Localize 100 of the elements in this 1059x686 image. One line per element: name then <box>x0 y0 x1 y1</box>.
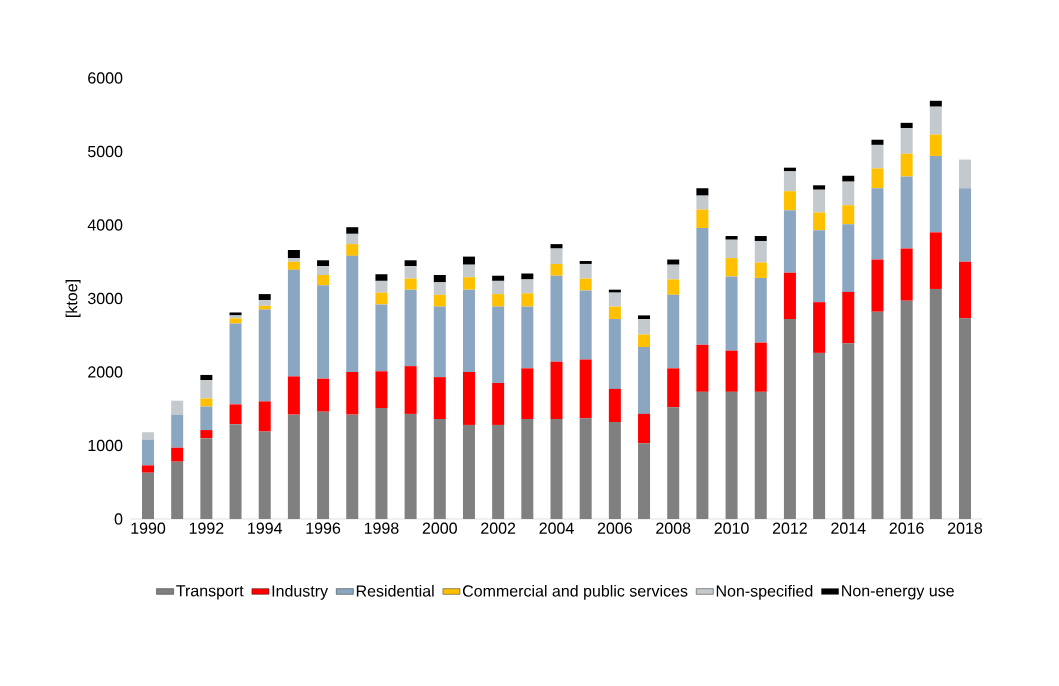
bar <box>900 122 913 128</box>
bar <box>929 155 942 233</box>
bar <box>287 258 300 262</box>
bar <box>754 277 767 343</box>
y-tick-label: 1000 <box>88 439 123 452</box>
bar <box>200 398 213 407</box>
bar <box>871 168 884 189</box>
bar <box>433 282 446 295</box>
bar <box>959 318 971 519</box>
bar <box>433 294 446 307</box>
bar <box>404 289 417 367</box>
bar <box>638 413 651 444</box>
bar <box>959 261 971 319</box>
bar <box>229 424 242 519</box>
bar <box>696 188 709 196</box>
bar <box>171 400 184 415</box>
bar <box>433 419 446 519</box>
x-tick-label: 1998 <box>364 522 399 534</box>
bar <box>375 304 388 372</box>
bar <box>462 372 475 425</box>
x-tick-label: 2002 <box>481 522 516 534</box>
y-tick-label: 3000 <box>87 292 123 305</box>
bar <box>813 185 826 190</box>
bar <box>433 306 446 378</box>
bar <box>579 290 592 360</box>
bar <box>346 244 359 256</box>
x-tick-label: 2000 <box>422 522 457 534</box>
bar <box>258 294 271 300</box>
x-tick-label: 1994 <box>248 522 283 534</box>
y-axis-title: [ktoe] <box>65 280 81 317</box>
bar <box>462 264 475 278</box>
bar <box>521 419 534 519</box>
bar <box>404 278 417 290</box>
bar <box>317 411 330 519</box>
bar <box>200 430 213 439</box>
bar <box>171 461 184 519</box>
bar <box>433 377 446 420</box>
bar <box>317 274 330 286</box>
bar <box>462 277 475 290</box>
bar <box>783 191 796 211</box>
bar <box>433 274 446 283</box>
bar <box>317 378 330 412</box>
bar <box>579 263 592 279</box>
bar <box>258 401 271 432</box>
bar <box>754 342 767 392</box>
bar <box>579 359 592 419</box>
bar <box>638 347 651 414</box>
bar <box>842 205 855 225</box>
bar <box>492 383 505 425</box>
x-tick-label: 2018 <box>948 522 983 534</box>
bar <box>667 407 680 519</box>
bar <box>929 134 942 156</box>
x-tick-label: 1996 <box>306 522 341 534</box>
bar <box>200 380 213 399</box>
bar <box>287 376 300 415</box>
bar <box>579 278 592 291</box>
bar <box>667 368 680 408</box>
bar <box>783 319 796 519</box>
bar <box>959 159 971 189</box>
bar <box>696 227 709 345</box>
bar <box>608 292 621 307</box>
bar <box>142 472 154 519</box>
bar <box>608 388 621 422</box>
bar <box>900 248 913 301</box>
bar <box>142 439 154 466</box>
x-tick-label: 2016 <box>889 522 924 534</box>
bar <box>229 318 242 324</box>
bar <box>725 236 738 240</box>
bar <box>287 249 300 259</box>
bar <box>404 266 417 279</box>
bar <box>521 306 534 369</box>
bar <box>696 209 709 228</box>
bar <box>900 300 913 519</box>
bar <box>258 309 271 402</box>
bar <box>287 269 300 377</box>
legend-label: Industry <box>272 584 329 600</box>
bar <box>171 414 184 448</box>
bar <box>492 294 505 307</box>
bar <box>462 289 475 372</box>
bar <box>287 261 300 270</box>
bar <box>346 414 359 519</box>
bar <box>813 212 826 231</box>
bar <box>871 259 884 312</box>
bar <box>638 334 651 348</box>
bar <box>550 275 563 362</box>
bar <box>346 227 359 234</box>
bar <box>900 176 913 249</box>
bar <box>871 311 884 519</box>
bar <box>959 188 971 262</box>
bar <box>842 343 855 519</box>
bar <box>667 264 680 280</box>
bar <box>375 371 388 409</box>
bar <box>346 255 359 372</box>
bar <box>550 419 563 519</box>
bar <box>929 232 942 289</box>
bar <box>929 100 942 107</box>
x-tick-label: 1992 <box>189 522 224 534</box>
bar <box>200 406 213 431</box>
bar <box>258 305 271 310</box>
bar <box>929 106 942 135</box>
